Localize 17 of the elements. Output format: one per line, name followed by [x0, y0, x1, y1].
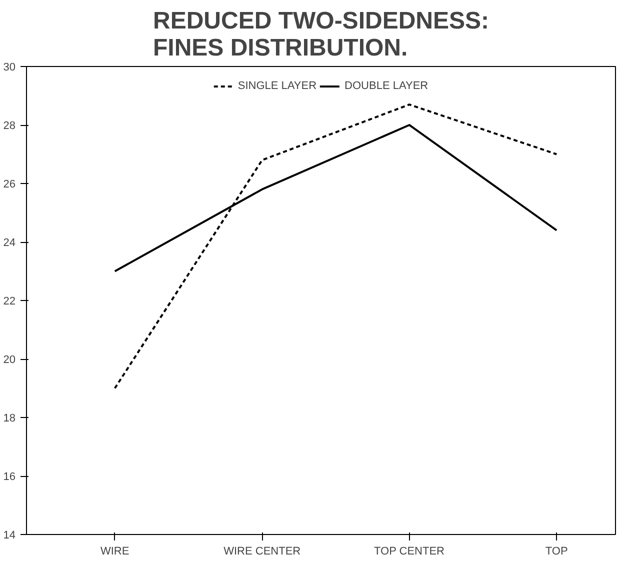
- y-tick-label: 14: [3, 530, 16, 542]
- x-tick-label: TOP CENTER: [374, 546, 445, 558]
- y-tick-label: 30: [3, 62, 16, 74]
- chart-title: REDUCED TWO-SIDEDNESS: FINES DISTRIBUTION.: [152, 8, 490, 62]
- line-series: [114, 104, 558, 390]
- y-tick-label: 22: [3, 296, 16, 308]
- y-tick-label: 26: [3, 178, 16, 190]
- x-tick-label: TOP: [545, 546, 568, 558]
- x-tick-label: WIRE CENTER: [224, 546, 301, 558]
- y-tick-label: 24: [3, 237, 16, 249]
- legend-label: DOUBLE LAYER: [344, 80, 428, 92]
- y-tick-label: 20: [3, 354, 16, 366]
- y-tick-label: 28: [3, 120, 16, 132]
- y-tick-label: 18: [3, 412, 16, 424]
- x-tick-label: WIRE: [100, 546, 130, 558]
- legend-label: SINGLE LAYER: [238, 80, 317, 92]
- y-tick-label: 16: [3, 471, 16, 483]
